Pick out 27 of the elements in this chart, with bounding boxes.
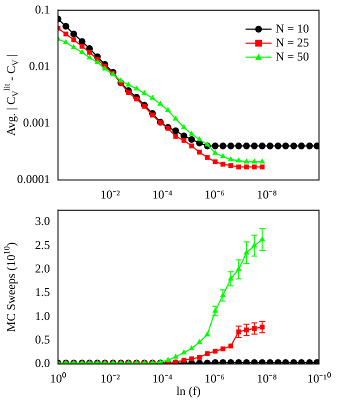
y-axis-title: MC Sweeps (1010) <box>2 242 18 332</box>
legend-label: N = 50 <box>276 49 310 64</box>
y-tick-label: 0.01 <box>29 58 50 73</box>
x-tick-label: 10⁻⁸ <box>256 371 277 386</box>
y-tick-label: 1.0 <box>35 308 50 323</box>
y-tick-label: 0.0001 <box>17 172 50 186</box>
y-tick-label: 0.5 <box>35 332 50 346</box>
y-axis-title: Avg. | CVlit - CV | <box>2 54 20 136</box>
x-tick-label: 10⁻² <box>100 371 120 386</box>
x-tick-label: 10⁻⁸ <box>256 187 277 202</box>
y-tick-label: 0.001 <box>23 116 50 130</box>
x-tick-label: 10⁻⁴ <box>152 371 172 386</box>
legend-label: N = 10 <box>276 21 310 36</box>
x-tick-label: 10⁻¹⁰ <box>307 371 331 386</box>
y-tick-label: 1.5 <box>35 285 50 300</box>
y-tick-label: 3.0 <box>35 214 50 228</box>
y-tick-label: 0.1 <box>35 2 50 16</box>
legend-label: N = 25 <box>276 35 310 50</box>
y-tick-label: 2.5 <box>35 238 50 252</box>
x-axis-title: ln (f) <box>176 384 201 398</box>
x-tick-label: 10⁻⁴ <box>152 187 172 202</box>
x-tick-label: 10⁻² <box>100 187 120 202</box>
y-tick-label: 2.0 <box>35 262 50 276</box>
x-tick-label: 10⁻⁶ <box>204 187 225 202</box>
y-tick-label: 0.0 <box>35 356 50 370</box>
x-tick-label: 10⁻⁶ <box>204 371 225 386</box>
x-tick-label: 10⁰ <box>50 371 66 386</box>
